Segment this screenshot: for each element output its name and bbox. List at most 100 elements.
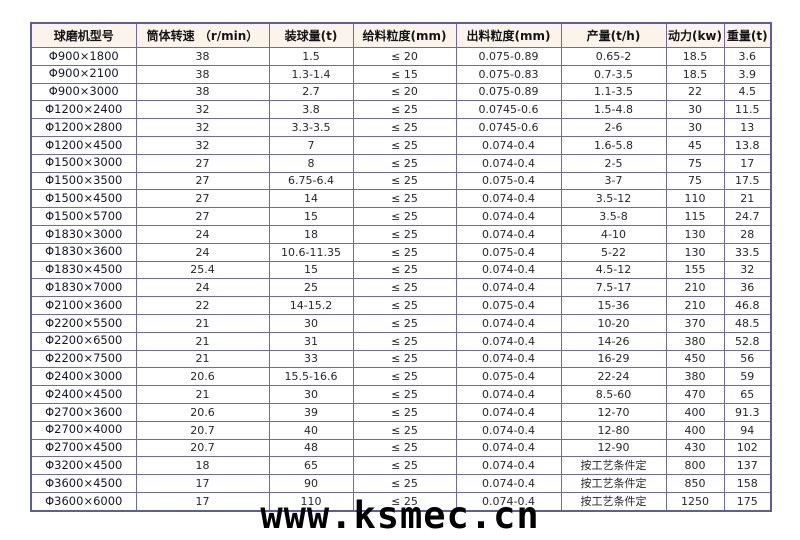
table-cell: 8.5-60 <box>560 385 667 404</box>
column-header-5: 产量(t/h) <box>560 22 667 48</box>
model-cell: Φ1200×4500 <box>30 135 137 155</box>
table-cell: 0.074-0.4 <box>455 456 562 476</box>
table-cell: 10.6-11.35 <box>268 242 354 262</box>
table-cell: 0.074-0.4 <box>455 385 562 404</box>
table-cell: 36 <box>723 278 772 298</box>
table-cell: ≤ 15 <box>352 64 457 84</box>
model-cell: Φ2200×6500 <box>30 331 137 351</box>
table-cell: 0.074-0.4 <box>455 224 562 244</box>
table-cell: 3.5-8 <box>560 207 667 226</box>
table-row: Φ1500×5700 27 15 ≤ 25 0.074-0.4 3.5-8 115 24.7 <box>30 207 772 226</box>
table-cell: 0.074-0.4 <box>455 420 562 440</box>
table-cell: 3-7 <box>560 171 667 191</box>
table-cell: ≤ 25 <box>352 260 457 280</box>
table-cell: ≤ 25 <box>352 189 457 209</box>
table-cell: 18 <box>135 456 270 476</box>
table-cell: 4.5 <box>723 82 772 102</box>
table-cell: 27 <box>135 171 270 191</box>
table-cell: 17 <box>723 153 772 173</box>
table-cell: 38 <box>135 47 270 66</box>
table-cell: 38 <box>135 82 270 102</box>
table-cell: 0.0745-0.6 <box>455 118 562 137</box>
model-cell: Φ1500×3000 <box>30 153 137 173</box>
table-cell: 0.075-0.4 <box>455 296 562 315</box>
table-row: Φ2200×7500 21 33 ≤ 25 0.074-0.4 16-29 450 56 <box>30 349 772 369</box>
table-cell: 400 <box>665 402 725 422</box>
table-cell: 0.074-0.4 <box>455 438 562 458</box>
table-cell: 3.5-12 <box>560 189 667 209</box>
model-cell: Φ3200×4500 <box>30 456 137 476</box>
table-cell: ≤ 25 <box>352 402 457 422</box>
table-cell: 18.5 <box>665 47 725 66</box>
table-cell: 137 <box>723 456 772 476</box>
table-cell: ≤ 25 <box>352 491 457 512</box>
table-cell: 38 <box>135 64 270 84</box>
table-cell: 12-70 <box>560 402 667 422</box>
watermark-text: www.ksmec.cn <box>260 494 540 537</box>
table-cell: 24.7 <box>723 207 772 226</box>
table-cell: 30 <box>268 313 354 333</box>
table-cell: 0.65-2 <box>560 47 667 66</box>
table-cell: 4.5-12 <box>560 260 667 280</box>
table-cell: 30 <box>268 385 354 404</box>
table-cell: 10-20 <box>560 313 667 333</box>
table-cell: 14 <box>268 189 354 209</box>
model-cell: Φ1830×4500 <box>30 260 137 280</box>
table-cell: 15 <box>268 207 354 226</box>
table-cell: 21 <box>135 385 270 404</box>
table-cell: 15-36 <box>560 296 667 315</box>
table-row: Φ900×3000 38 2.7 ≤ 20 0.075-0.89 1.1-3.5 22 4.5 <box>30 82 772 102</box>
table-row: Φ3600×4500 17 90 ≤ 25 0.074-0.4 按工艺条件定 850 158 <box>30 474 772 493</box>
table-cell: 48.5 <box>723 313 772 333</box>
table-cell: 0.075-0.4 <box>455 242 562 262</box>
table-cell: 0.075-0.4 <box>455 171 562 191</box>
table-cell: 430 <box>665 438 725 458</box>
table-cell: 32 <box>135 118 270 137</box>
table-cell: 0.0745-0.6 <box>455 100 562 120</box>
table-cell: 21 <box>135 313 270 333</box>
table-cell: 3.9 <box>723 64 772 84</box>
table-cell: 0.075-0.4 <box>455 367 562 387</box>
table-cell: ≤ 25 <box>352 349 457 369</box>
table-cell: 21 <box>723 189 772 209</box>
table-row: Φ1500×4500 27 14 ≤ 25 0.074-0.4 3.5-12 110 21 <box>30 189 772 209</box>
table-cell: 800 <box>665 456 725 476</box>
table-cell: 3.3-3.5 <box>268 118 354 137</box>
table-cell: 0.074-0.4 <box>455 331 562 351</box>
table-cell: 21 <box>135 331 270 351</box>
table-cell: ≤ 25 <box>352 456 457 476</box>
table-cell: 1250 <box>665 491 725 512</box>
table-cell: 12-80 <box>560 420 667 440</box>
table-cell: 850 <box>665 474 725 493</box>
table-row: Φ1200×2400 32 3.8 ≤ 25 0.0745-0.6 1.5-4.8 30 11… <box>30 100 772 120</box>
table-cell: 0.075-0.89 <box>455 82 562 102</box>
table-cell: 13 <box>723 118 772 137</box>
column-header-6: 动力(kw) <box>665 22 725 48</box>
table-cell: 按工艺条件定 <box>560 491 667 512</box>
table-row: Φ1830×3600 24 10.6-11.35 ≤ 25 0.075-0.4 5-22 1… <box>30 242 772 262</box>
table-cell: 2.7 <box>268 82 354 102</box>
table-cell: 0.074-0.4 <box>455 260 562 280</box>
table-cell: 210 <box>665 296 725 315</box>
table-cell: 按工艺条件定 <box>560 456 667 476</box>
table-cell: 130 <box>665 242 725 262</box>
table-cell: 470 <box>665 385 725 404</box>
table-cell: 65 <box>723 385 772 404</box>
table-cell: 0.074-0.4 <box>455 349 562 369</box>
model-cell: Φ900×1800 <box>30 47 137 66</box>
table-cell: 1.1-3.5 <box>560 82 667 102</box>
table-cell: 3.6 <box>723 47 772 66</box>
table-cell: 90 <box>268 474 354 493</box>
model-cell: Φ1500×5700 <box>30 207 137 226</box>
model-cell: Φ1830×3000 <box>30 224 137 244</box>
table-cell: 380 <box>665 367 725 387</box>
table-cell: 32 <box>135 100 270 120</box>
table-cell: 0.074-0.4 <box>455 153 562 173</box>
table-row: Φ900×1800 38 1.5 ≤ 20 0.075-0.89 0.65-2 18.5 3.… <box>30 47 772 66</box>
table-cell: 400 <box>665 420 725 440</box>
table-cell: 33 <box>268 349 354 369</box>
table-row: Φ3200×4500 18 65 ≤ 25 0.074-0.4 按工艺条件定 800 137 <box>30 456 772 476</box>
table-cell: ≤ 25 <box>352 135 457 155</box>
table-cell: 450 <box>665 349 725 369</box>
